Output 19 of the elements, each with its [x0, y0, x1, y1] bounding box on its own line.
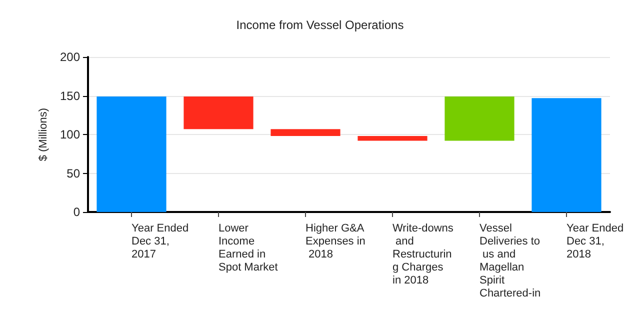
- bar: [270, 129, 340, 136]
- y-tick-label: 0: [73, 205, 80, 219]
- bar: [96, 96, 166, 212]
- y-tick-label: 150: [60, 88, 80, 103]
- x-tick-label: Vessel Deliveries to us and Magellan Spirit Chartered-in: [480, 222, 541, 300]
- x-tick-label: Write-downs and Restructuring Charges in 2018: [392, 222, 454, 286]
- x-tick-label: Lower Income Earned in Spot Market: [218, 222, 278, 274]
- bar: [184, 96, 254, 130]
- x-tick-label: Year Ended Dec 31, 2017: [132, 222, 192, 260]
- x-tick-label: Higher G&A Expenses in 2018: [306, 222, 367, 260]
- bar: [532, 98, 602, 212]
- x-tick-label: Year Ended Dec 31, 2018: [566, 222, 627, 260]
- y-tick-label: 100: [60, 128, 80, 142]
- bar: [358, 136, 428, 141]
- y-tick-label: 50: [66, 166, 80, 180]
- bar: [444, 96, 514, 141]
- chart-title: Income from Vessel Operations: [236, 18, 404, 32]
- y-tick-label: 200: [60, 50, 80, 64]
- y-axis-title: $ (Millions): [38, 108, 50, 162]
